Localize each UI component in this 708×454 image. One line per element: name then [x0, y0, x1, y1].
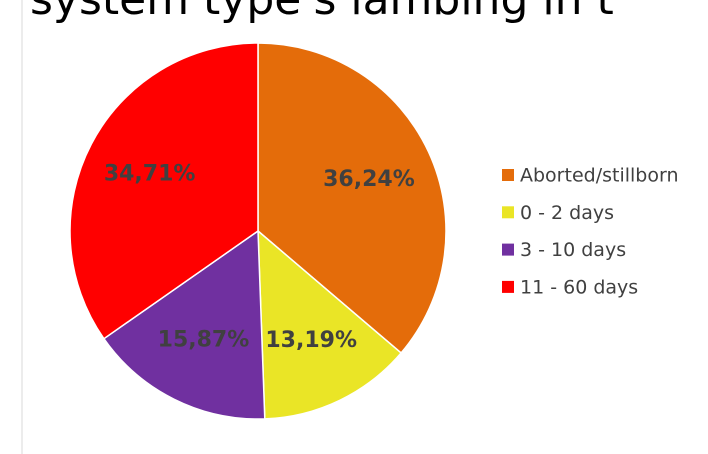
data-label: 34,71%: [104, 162, 196, 187]
data-label: 36,24%: [323, 167, 415, 192]
legend-swatch: [502, 169, 514, 181]
legend-swatch: [502, 206, 514, 219]
legend-label: Aborted/stillborn: [520, 165, 679, 187]
pie-slice: [257, 42, 447, 355]
legend-label: 0 - 2 days: [520, 202, 614, 224]
pie-slice: [257, 229, 403, 420]
pie-slice: [69, 42, 259, 340]
legend-label: 11 - 60 days: [520, 276, 638, 298]
chart-title: system type's lambing in t: [30, 0, 614, 25]
legend-label: 3 - 10 days: [520, 239, 626, 261]
pie-slice: [102, 229, 266, 420]
legend-swatch: [502, 243, 514, 256]
data-label: 15,87%: [158, 327, 250, 352]
legend-swatch: [502, 280, 514, 293]
data-label: 13,19%: [265, 328, 357, 353]
